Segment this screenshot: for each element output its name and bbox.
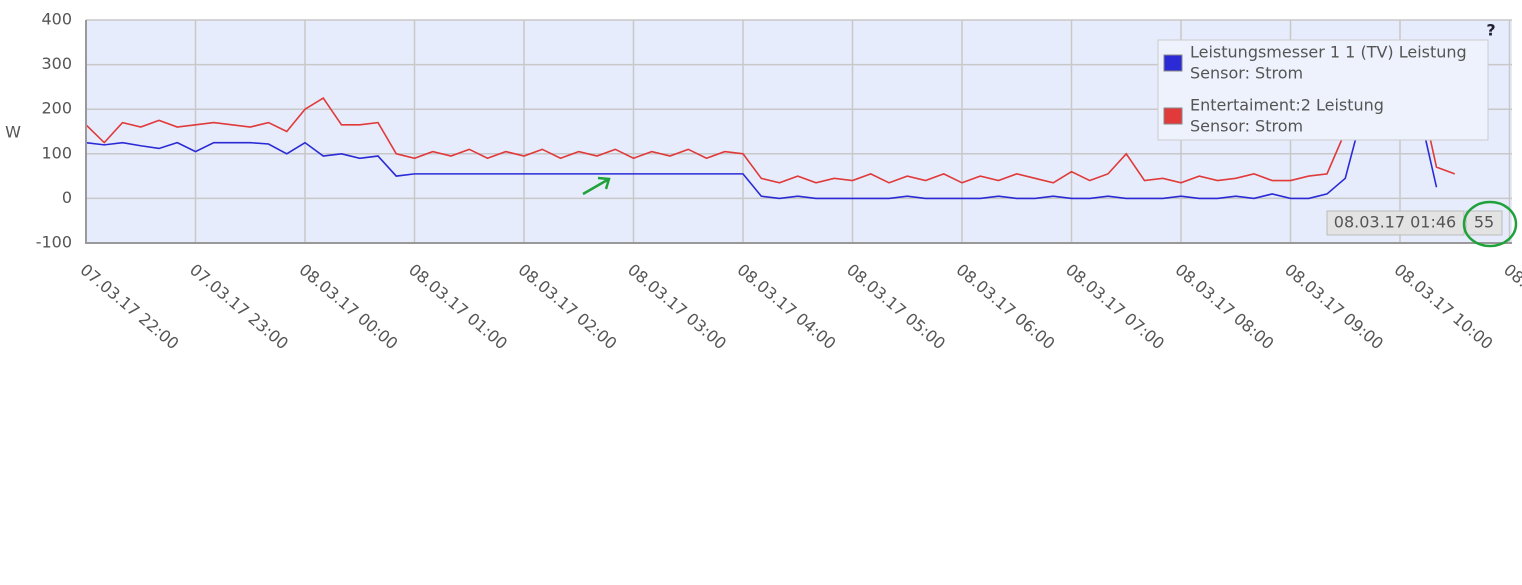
legend-sensor: Sensor: Strom	[1190, 117, 1303, 136]
annotation-arrow	[582, 176, 611, 196]
x-tick-label: 08.03.17 02:00	[515, 260, 621, 353]
x-tick-label: 08.03.17 07:00	[1062, 260, 1168, 353]
x-tick-label: 08.03.17 08:00	[1172, 260, 1278, 353]
y-tick-label: -100	[36, 233, 72, 252]
y-tick-label: 0	[62, 188, 72, 207]
annotation-circle	[1462, 200, 1518, 248]
legend-label: Entertaiment:2 Leistung	[1190, 96, 1384, 115]
lines	[85, 83, 1456, 200]
x-tick-label: 07.03.17 23:00	[186, 260, 292, 353]
y-tick-label: 200	[41, 99, 72, 118]
y-tick-label: 100	[41, 143, 72, 162]
grid	[85, 19, 1512, 244]
x-tick-label: 08.03.17 04:00	[734, 260, 840, 353]
legend-swatch	[1163, 107, 1183, 125]
y-tick-label: 300	[41, 54, 72, 73]
x-tick-label: 08.03.17 00:00	[296, 260, 402, 353]
legend: Leistungsmesser 1 1 (TV) Leistung Sensor:…	[1163, 43, 1467, 136]
legend-swatch	[1163, 54, 1183, 72]
series-line	[85, 103, 1438, 200]
x-tick-label: 08.03.17 01:00	[405, 260, 511, 353]
x-tick-label: 08.03.17 10:00	[1391, 260, 1497, 353]
x-tick-label: 08.03.17 09:00	[1281, 260, 1387, 353]
legend-label: Leistungsmesser 1 1 (TV) Leistung	[1190, 43, 1467, 62]
x-tick-label: 08.03.17 03:00	[624, 260, 730, 353]
help-icon[interactable]: ?	[1486, 21, 1495, 40]
legend-box	[1157, 39, 1489, 141]
y-axis-label: W	[5, 123, 21, 142]
tooltip-label: 08.03.17 01:46	[1334, 213, 1456, 232]
y-tick-label: 400	[41, 10, 72, 29]
x-tick-label: 08.03.17 05:00	[843, 260, 949, 353]
series-line	[85, 83, 1456, 184]
x-tick-label: 07.03.17 22:00	[77, 260, 183, 353]
x-tick-label: 08.03.17 06:00	[953, 260, 1059, 353]
x-tick-label: 08.03.17 11:00	[1500, 260, 1522, 353]
tooltip-value: 55	[1474, 213, 1494, 232]
legend-sensor: Sensor: Strom	[1190, 64, 1303, 83]
tooltip-value-box	[1465, 210, 1503, 236]
